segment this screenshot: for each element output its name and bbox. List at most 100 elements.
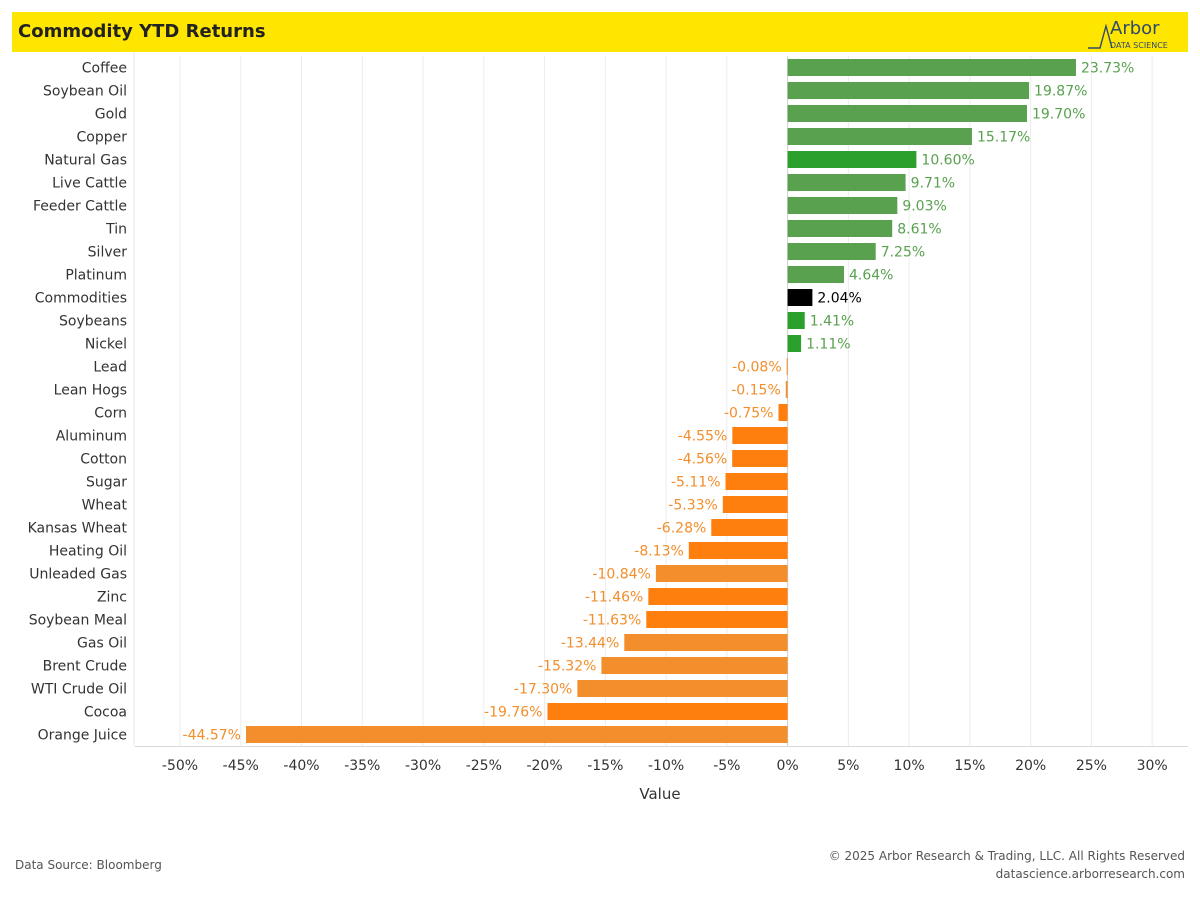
bar-soybean-oil (787, 82, 1030, 99)
data-label: -44.57% (183, 728, 241, 744)
bar-platinum (787, 266, 844, 283)
data-label: -11.63% (583, 613, 641, 629)
category-label: Lead (93, 360, 127, 376)
category-label: Heating Oil (49, 544, 127, 560)
bar-nickel (787, 335, 802, 352)
bar-wheat (722, 496, 788, 513)
bar-gold (787, 105, 1027, 122)
chart-title: Commodity YTD Returns (18, 21, 266, 42)
x-axis-ticks: -50% -45% -40% -35% -30% -25% -20% -15% -10% -5% 0… (162, 758, 1168, 774)
bar-natural-gas (787, 151, 917, 168)
bar-gas-oil (624, 634, 788, 651)
website-link[interactable]: datascience.arborresearch.com (995, 867, 1185, 881)
bar-lean-hogs (785, 381, 788, 398)
bar-soybean-meal (646, 611, 788, 628)
bar-cotton (732, 450, 788, 467)
bar-feeder-cattle (787, 197, 898, 214)
data-source-note: Data Source: Bloomberg (15, 858, 162, 872)
bar-heating-oil (688, 542, 788, 559)
logo-word: Arbor (1110, 18, 1160, 39)
bar-copper (787, 128, 972, 145)
bar-chart: Coffee Soybean Oil Gold Copper Natural Gas Li… (28, 52, 1188, 803)
bar-tin (787, 220, 893, 237)
data-label: 4.64% (849, 268, 893, 284)
x-tick-label: -25% (466, 758, 502, 774)
data-label: -0.08% (732, 360, 782, 376)
copyright-note: © 2025 Arbor Research & Trading, LLC. Al… (828, 849, 1185, 863)
category-label: Brent Crude (43, 659, 127, 675)
data-label: -5.11% (671, 475, 721, 491)
data-label: -13.44% (561, 636, 619, 652)
data-label: 10.60% (921, 153, 974, 169)
category-label: Kansas Wheat (28, 521, 128, 537)
x-tick-label: 5% (837, 758, 859, 774)
data-label: -17.30% (514, 682, 572, 698)
x-tick-label: 25% (1076, 758, 1107, 774)
data-label: -4.56% (678, 452, 728, 468)
bar-aluminum (732, 427, 788, 444)
data-label: 7.25% (881, 245, 925, 261)
header-bar: Commodity YTD Returns Arbor DATA SCIENCE (12, 12, 1188, 52)
bar-sugar (725, 473, 788, 490)
data-label: 19.70% (1032, 107, 1085, 123)
data-label: -8.13% (634, 544, 684, 560)
bar-kansas-wheat (711, 519, 788, 536)
category-label: Nickel (85, 337, 127, 353)
x-tick-label: -50% (162, 758, 198, 774)
category-labels: Coffee Soybean Oil Gold Copper Natural Gas Li… (28, 61, 128, 744)
category-label: Copper (77, 130, 128, 146)
category-label: Feeder Cattle (33, 199, 127, 215)
category-label: Soybean Meal (29, 613, 127, 629)
bar-corn (778, 404, 788, 421)
category-label: Soybeans (59, 314, 127, 330)
arbor-logo: Arbor DATA SCIENCE (1088, 18, 1168, 50)
category-label: Orange Juice (38, 728, 127, 744)
x-tick-label: -15% (587, 758, 623, 774)
data-label: -5.33% (668, 498, 718, 514)
bars (245, 59, 1076, 743)
bar-wti-crude-oil (577, 680, 788, 697)
data-labels: 23.73% 19.87% 19.70%15.17%10.60% 9.71% 9.03%… (183, 61, 1135, 744)
category-label: Cocoa (84, 705, 127, 721)
category-label: Gas Oil (77, 636, 127, 652)
grid-lines (133, 52, 1188, 747)
x-tick-label: -5% (713, 758, 740, 774)
x-tick-label: 0% (776, 758, 798, 774)
category-label: Lean Hogs (54, 383, 127, 399)
bar-zinc (648, 588, 788, 605)
bar-orange-juice (245, 726, 788, 743)
x-tick-label: 15% (954, 758, 985, 774)
x-tick-label: 10% (894, 758, 925, 774)
data-label: 9.03% (902, 199, 946, 215)
x-tick-label: -10% (648, 758, 684, 774)
data-label: -0.75% (724, 406, 774, 422)
data-label: -0.15% (731, 383, 781, 399)
category-label: Natural Gas (44, 153, 127, 169)
category-label: Aluminum (56, 429, 127, 445)
x-tick-label: -30% (405, 758, 441, 774)
data-label: -4.55% (678, 429, 728, 445)
data-label: -10.84% (592, 567, 650, 583)
bar-cocoa (547, 703, 788, 720)
data-label: 15.17% (977, 130, 1030, 146)
category-label: Cotton (80, 452, 127, 468)
category-label: Soybean Oil (43, 84, 127, 100)
data-label: 23.73% (1081, 61, 1134, 77)
bar-brent-crude (601, 657, 788, 674)
x-tick-label: 20% (1015, 758, 1046, 774)
data-label: 19.87% (1034, 84, 1087, 100)
category-label: Silver (88, 245, 128, 261)
bar-coffee (787, 59, 1076, 76)
data-label: 8.61% (897, 222, 941, 238)
logo-subtitle: DATA SCIENCE (1110, 41, 1168, 50)
x-tick-label: -20% (526, 758, 562, 774)
category-label: Wheat (82, 498, 128, 514)
category-label: Sugar (86, 475, 127, 491)
x-tick-label: -35% (344, 758, 380, 774)
data-label: -19.76% (484, 705, 542, 721)
category-label: Zinc (97, 590, 127, 606)
category-label: Unleaded Gas (29, 567, 127, 583)
data-label: -11.46% (585, 590, 643, 606)
bar-lead (786, 358, 788, 375)
bar-unleaded-gas (655, 565, 788, 582)
